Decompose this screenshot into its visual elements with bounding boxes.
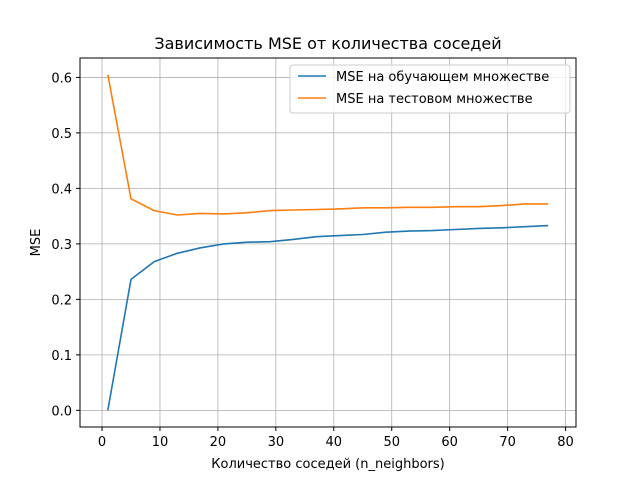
y-tick-label: 0.0	[51, 404, 72, 419]
x-tick-label: 50	[383, 435, 400, 450]
y-tick-label: 0.5	[51, 127, 72, 142]
chart-title: Зависимость MSE от количества соседей	[154, 34, 501, 53]
series-line-0	[107, 224, 549, 411]
grid	[80, 58, 576, 427]
series-line-1	[107, 74, 549, 216]
y-tick-label: 0.3	[51, 238, 72, 253]
x-tick-label: 40	[326, 435, 343, 450]
series-layer	[107, 74, 549, 411]
y-tick-label: 0.1	[51, 349, 72, 364]
y-axis-title: MSE	[29, 229, 44, 257]
x-axis-title: Количество соседей (n_neighbors)	[211, 457, 444, 472]
legend-label-0: MSE на обучающем множестве	[336, 70, 549, 85]
x-tick-label: 80	[557, 435, 574, 450]
x-tick-label: 0	[98, 435, 106, 450]
y-tick-label: 0.6	[51, 71, 72, 86]
ticks: 0 10 20 30 40 50 60 70 80 0.0 0.1 0.2 0.3 0.4 0.5 0.6	[51, 71, 574, 450]
legend-box	[289, 64, 571, 114]
y-tick-label: 0.2	[51, 293, 72, 308]
x-tick-label: 20	[210, 435, 227, 450]
x-tick-label: 70	[499, 435, 516, 450]
x-tick-label: 10	[152, 435, 169, 450]
x-tick-label: 30	[268, 435, 285, 450]
plot-frame	[79, 57, 577, 428]
legend: MSE на обучающем множестве MSE на тестово…	[289, 64, 571, 114]
y-tick-label: 0.4	[51, 182, 72, 197]
legend-label-1: MSE на тестовом множестве	[336, 92, 533, 107]
x-tick-label: 60	[441, 435, 458, 450]
